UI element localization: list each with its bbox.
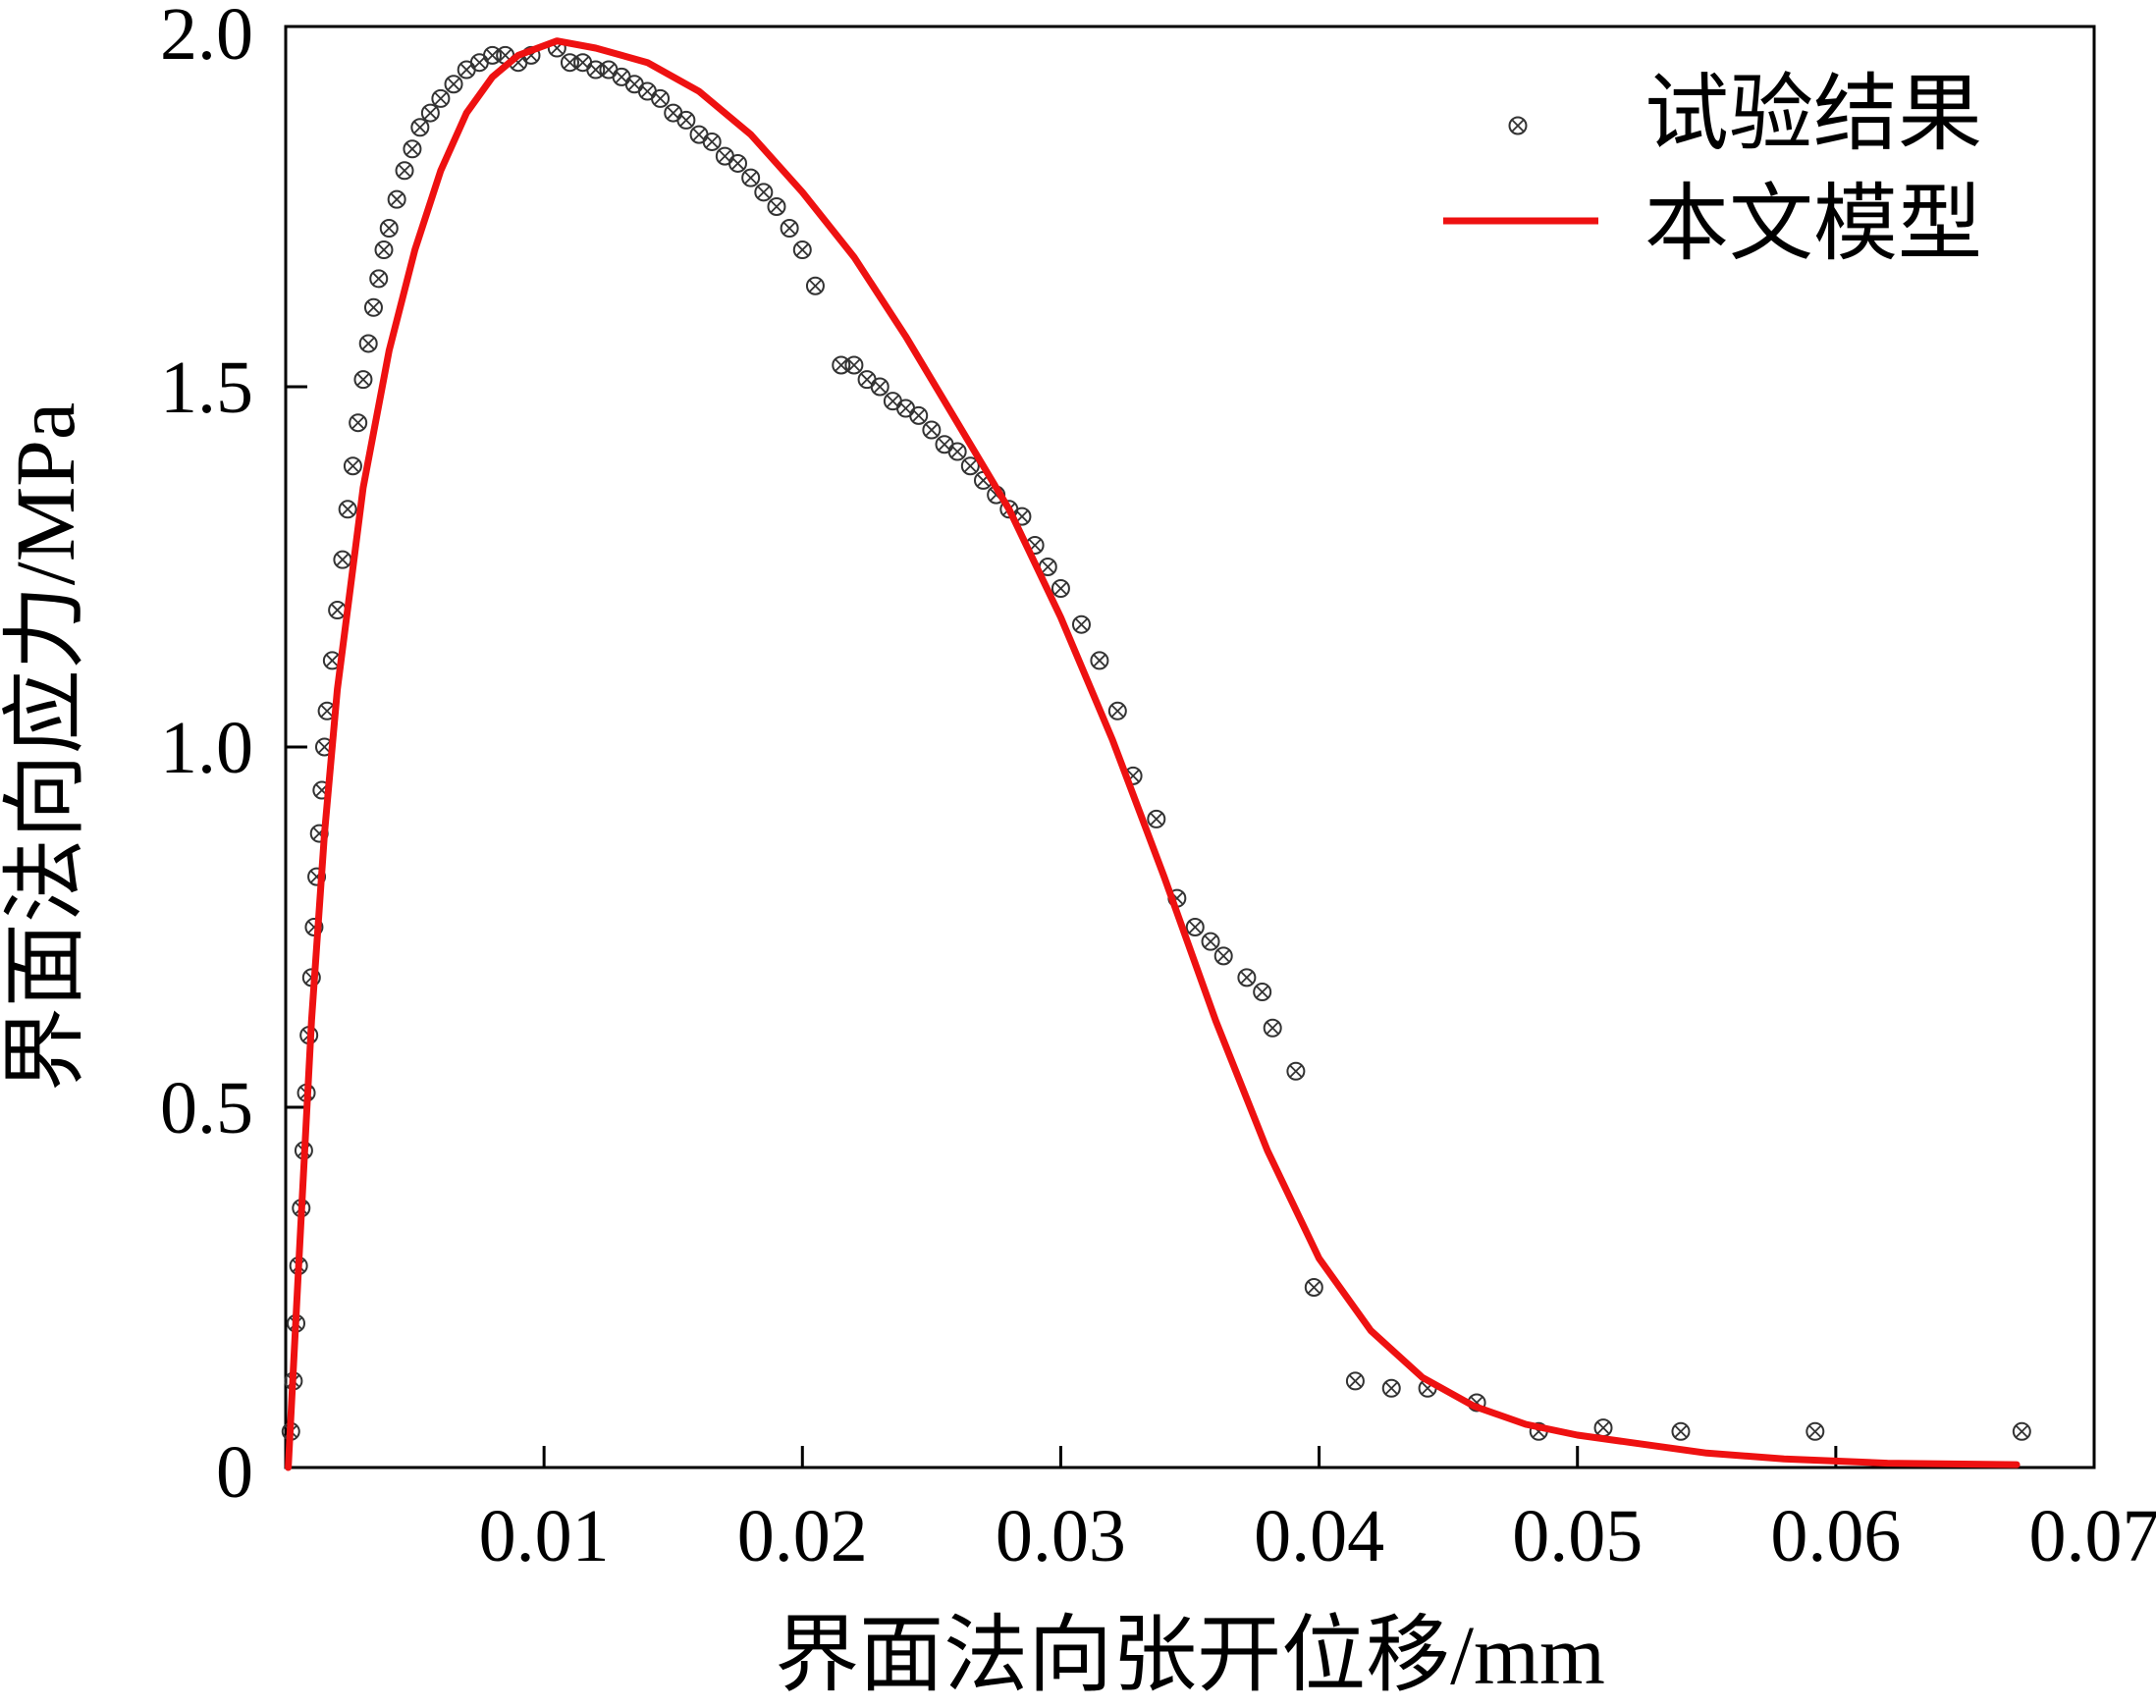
data-point (754, 183, 774, 202)
data-point (420, 103, 440, 123)
data-point (1345, 1371, 1365, 1391)
data-point (1304, 1278, 1323, 1297)
data-point (363, 297, 383, 317)
y-tick-label: 1.0 (160, 707, 253, 789)
y-axis-label: 界面法向应力/MPa (0, 402, 92, 1092)
legend-symbol-试验结果 (1508, 116, 1528, 135)
data-point (353, 370, 373, 390)
axis-ticks (286, 25, 2096, 1468)
data-point (1185, 918, 1205, 936)
data-point (560, 53, 579, 73)
data-point (599, 60, 619, 80)
data-point (935, 435, 954, 454)
data-point (379, 219, 399, 239)
data-point (333, 550, 352, 569)
data-point (870, 377, 889, 397)
data-point (715, 146, 734, 166)
data-point (702, 132, 722, 151)
data-point (1593, 1418, 1613, 1438)
data-point (844, 355, 864, 375)
legend-marker-试验结果 (1508, 116, 1528, 135)
series-试验结果 (281, 38, 2031, 1441)
data-point (343, 456, 362, 476)
data-point (1381, 1378, 1401, 1398)
x-axis-label: 界面法向张开位移/mm (775, 1608, 1605, 1702)
data-point (1201, 932, 1220, 951)
data-point (664, 103, 683, 123)
data-point (1071, 614, 1091, 634)
data-point (728, 153, 747, 173)
data-point (612, 67, 631, 86)
data-point (1263, 1018, 1282, 1038)
data-point (444, 75, 463, 94)
data-point (883, 392, 902, 411)
data-point (410, 118, 430, 137)
data-point (637, 81, 657, 101)
data-point (1051, 579, 1070, 599)
data-point (624, 75, 644, 94)
data-point (857, 370, 877, 390)
data-point (586, 60, 606, 80)
data-point (947, 442, 967, 461)
data-point (374, 240, 394, 260)
data-point (1286, 1061, 1306, 1081)
y-tick-label: 1.5 (160, 347, 253, 429)
x-tick-label: 0.05 (1512, 1495, 1643, 1577)
data-point (922, 420, 942, 440)
x-tick-label: 0.07 (2029, 1495, 2156, 1577)
data-point (741, 168, 761, 187)
data-point (832, 355, 851, 375)
data-point (1806, 1421, 1825, 1441)
data-point (358, 334, 378, 353)
data-point (403, 139, 422, 159)
x-tick-label: 0.01 (479, 1495, 610, 1577)
data-point (1213, 946, 1233, 966)
data-point (1147, 809, 1166, 828)
axis-tick-labels: 0.01 0.02 0.03 0.04 0.05 0.06 0.07 0 0.5 1.0 1.5 2.… (160, 0, 2156, 1577)
data-point (805, 276, 825, 295)
data-point (896, 399, 916, 418)
x-tick-label: 0.02 (737, 1495, 868, 1577)
legend-label-试验结果: 试验结果 (1644, 67, 1982, 161)
data-point (328, 601, 348, 620)
data-point (2012, 1421, 2031, 1441)
data-point (395, 161, 414, 181)
data-point (573, 53, 593, 73)
series-本文模型-line (285, 37, 2021, 1471)
data-point (792, 240, 812, 260)
data-point (387, 189, 406, 209)
data-point (469, 53, 489, 73)
data-point (338, 500, 357, 519)
legend-label-本文模型: 本文模型 (1644, 177, 1982, 271)
data-point (1253, 983, 1272, 1002)
y-tick-label: 2.0 (160, 0, 253, 76)
data-point (689, 125, 709, 144)
data-point (457, 60, 476, 80)
data-point (676, 110, 696, 130)
data-point (431, 88, 451, 108)
data-point (1237, 968, 1257, 987)
data-point (1090, 651, 1109, 670)
x-tick-label: 0.04 (1254, 1495, 1384, 1577)
data-point (1107, 701, 1127, 721)
y-tick-label: 0.5 (160, 1067, 253, 1149)
data-point (651, 88, 671, 108)
data-point (1671, 1421, 1691, 1441)
data-point (909, 405, 929, 425)
data-point (349, 413, 368, 433)
axes: 0.01 0.02 0.03 0.04 0.05 0.06 0.07 0 0.5 1.0 1.5 2.… (160, 0, 2156, 1577)
data-point (767, 197, 786, 216)
data-point (960, 456, 980, 476)
data-point (780, 219, 799, 239)
data-point (369, 269, 389, 289)
y-tick-label: 0 (216, 1431, 253, 1514)
data-point (483, 45, 503, 65)
x-tick-label: 0.03 (996, 1495, 1126, 1577)
legend: 试验结果 本文模型 (1443, 67, 1982, 271)
x-tick-label: 0.06 (1770, 1495, 1901, 1577)
